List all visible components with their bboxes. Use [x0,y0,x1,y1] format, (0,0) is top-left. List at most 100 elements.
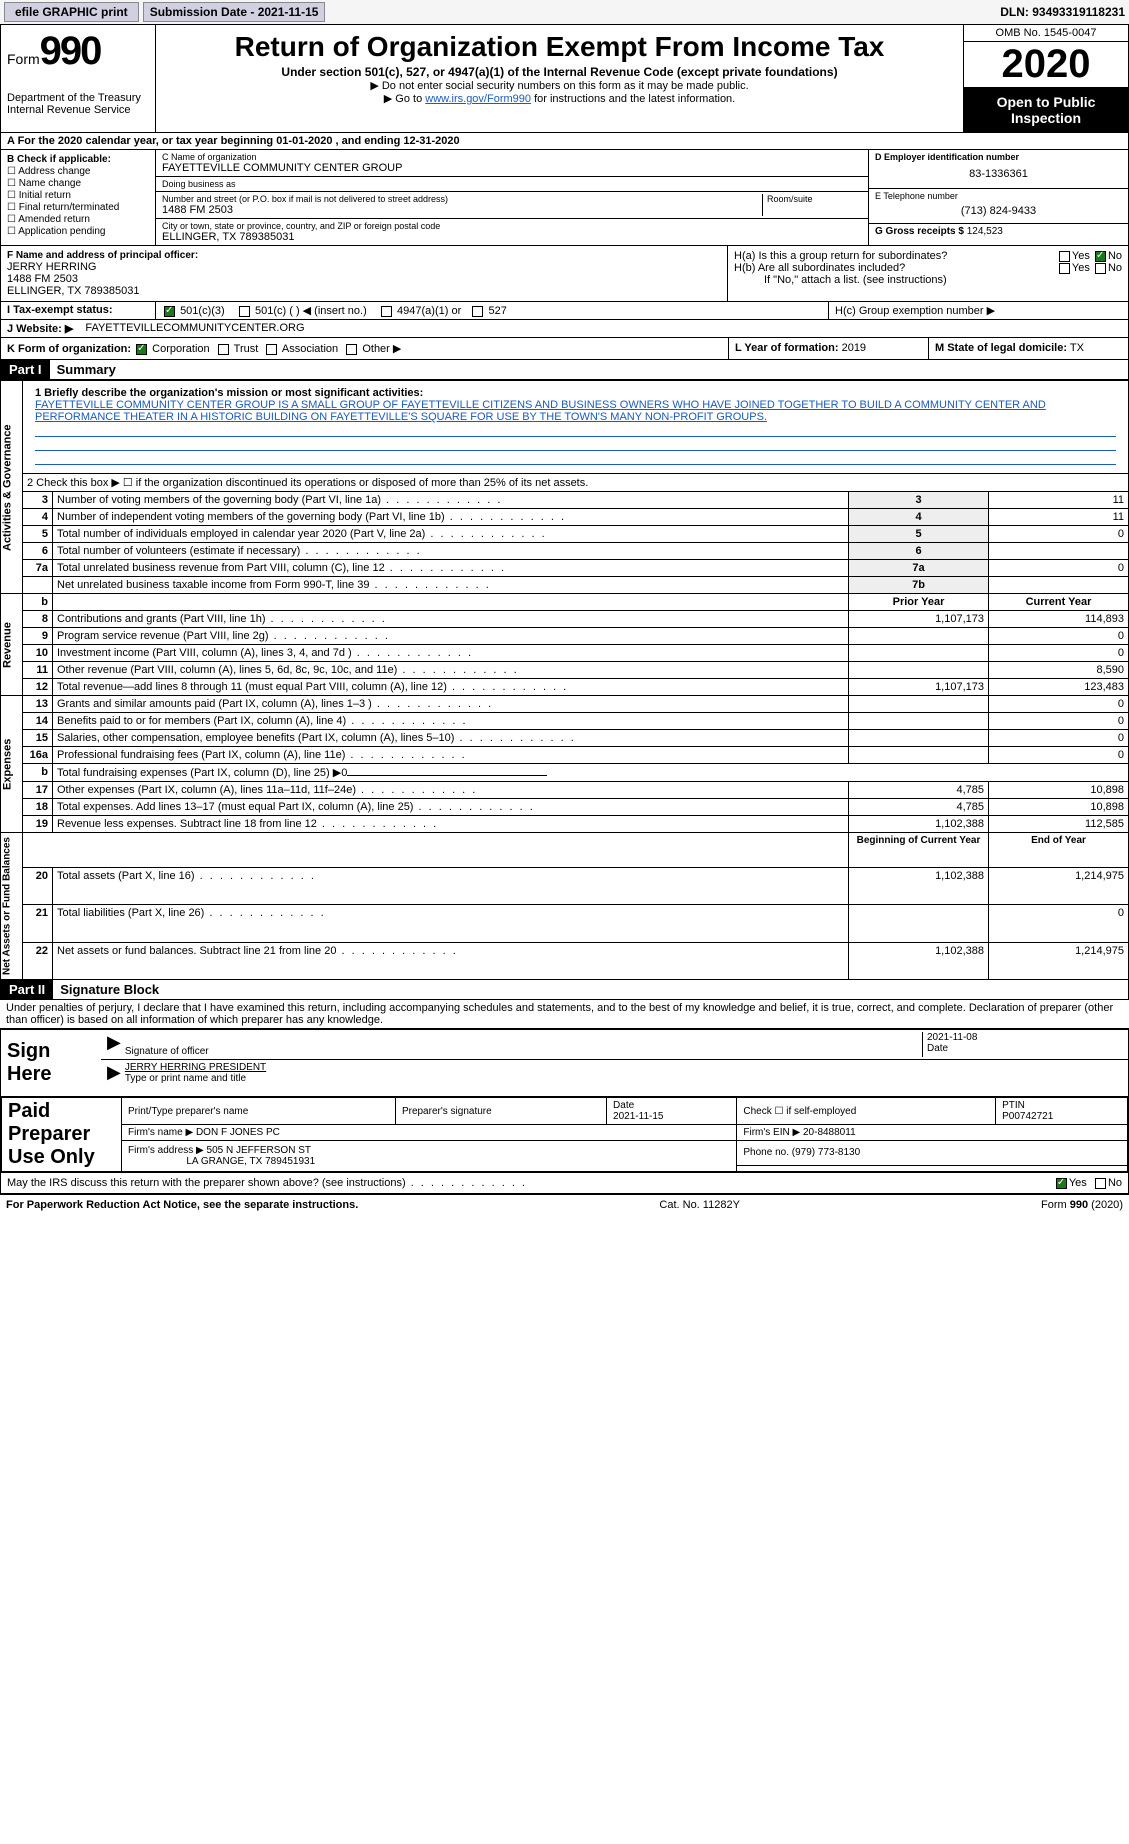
mission-text[interactable]: FAYETTEVILLE COMMUNITY CENTER GROUP IS A… [35,399,1046,423]
line-value [989,577,1129,594]
line-num: 7a [23,560,53,577]
prior-value [849,662,989,679]
line-num: 13 [23,696,53,713]
form-header: Form990 Department of the Treasury Inter… [0,25,1129,133]
chk-address-change[interactable]: ☐ Address change [7,166,149,177]
line-text: Other revenue (Part VIII, column (A), li… [53,662,849,679]
current-value: 123,483 [989,679,1129,696]
chk-name-change[interactable]: ☐ Name change [7,178,149,189]
line-num: 15 [23,730,53,747]
prior-value: 1,107,173 [849,679,989,696]
line-num: 11 [23,662,53,679]
ptin-value: P00742721 [1002,1111,1053,1122]
current-value: 10,898 [989,799,1129,816]
line-num [23,577,53,594]
part2-badge: Part II [1,980,53,999]
chk-final-return[interactable]: ☐ Final return/terminated [7,202,149,213]
org-form-row: K Form of organization: Corporation Trus… [0,338,1129,360]
city-value: ELLINGER, TX 789385031 [162,231,862,243]
chk-corporation[interactable] [136,344,147,355]
current-value: 1,214,975 [989,942,1129,979]
current-value: 1,214,975 [989,868,1129,905]
hb-note: If "No," attach a list. (see instruction… [734,274,1122,286]
ptin-label: PTIN [1002,1100,1025,1111]
current-value: 114,893 [989,611,1129,628]
line-box: 5 [849,526,989,543]
line-num: 17 [23,782,53,799]
line-num: 12 [23,679,53,696]
form-title: Return of Organization Exempt From Incom… [162,31,957,63]
current-value: 0 [989,645,1129,662]
discuss-text: May the IRS discuss this return with the… [7,1177,406,1189]
chk-501c[interactable] [239,306,250,317]
prior-value [849,628,989,645]
line-value: 0 [989,526,1129,543]
dln-label: DLN: 93493319118231 [1000,5,1125,19]
hb-no-checkbox[interactable] [1095,263,1106,274]
netassets-vlabel: Net Assets or Fund Balances [1,833,23,980]
form-number: 990 [40,29,101,73]
website-row: J Website: ▶ FAYETTEVILLECOMMUNITYCENTER… [0,320,1129,338]
line-box: 6 [849,543,989,560]
ha-yes-checkbox[interactable] [1059,251,1070,262]
firm-addr-label: Firm's address ▶ [128,1145,204,1156]
prior-value [849,747,989,764]
open-to-public: Open to Public Inspection [964,88,1128,132]
footer-left: For Paperwork Reduction Act Notice, see … [6,1199,358,1211]
discuss-no-checkbox[interactable] [1095,1178,1106,1189]
chk-501c3[interactable] [164,306,175,317]
domicile-state: TX [1070,342,1084,354]
hb-label: H(b) Are all subordinates included? [734,262,905,274]
chk-other[interactable] [346,344,357,355]
line-box: 4 [849,509,989,526]
line-num: 9 [23,628,53,645]
form-note-link: ▶ Go to www.irs.gov/Form990 for instruct… [162,92,957,105]
chk-4947[interactable] [381,306,392,317]
begin-year-hdr: Beginning of Current Year [849,833,989,868]
current-value: 0 [989,713,1129,730]
efile-button[interactable]: efile GRAPHIC print [4,2,139,22]
line-text: Total number of volunteers (estimate if … [53,543,849,560]
discuss-row: May the IRS discuss this return with the… [0,1173,1129,1194]
line-text: Total number of individuals employed in … [53,526,849,543]
signature-block: Sign Here ▶ Signature of officer 2021-11… [0,1028,1129,1097]
info-block: B Check if applicable: ☐ Address change … [0,150,1129,246]
chk-527[interactable] [472,306,483,317]
org-name: FAYETTEVILLE COMMUNITY CENTER GROUP [162,162,862,174]
chk-amended[interactable]: ☐ Amended return [7,214,149,225]
line-num: 21 [23,905,53,942]
line-text: Total revenue—add lines 8 through 11 (mu… [53,679,849,696]
chk-trust[interactable] [218,344,229,355]
chk-application-pending[interactable]: ☐ Application pending [7,226,149,237]
line-text: Total expenses. Add lines 13–17 (must eq… [53,799,849,816]
chk-initial-return[interactable]: ☐ Initial return [7,190,149,201]
line-text: Number of independent voting members of … [53,509,849,526]
top-bar: efile GRAPHIC print Submission Date - 20… [0,0,1129,25]
sig-arrow-icon-2: ▶ [107,1062,121,1084]
line-text: Revenue less expenses. Subtract line 18 … [53,816,849,833]
prior-value [849,713,989,730]
current-value: 112,585 [989,816,1129,833]
current-value: 0 [989,730,1129,747]
sig-name-label: Type or print name and title [125,1073,246,1084]
prior-value: 4,785 [849,799,989,816]
line-num: 8 [23,611,53,628]
expenses-vlabel: Expenses [1,696,23,833]
prior-value [849,696,989,713]
line-value [989,543,1129,560]
line-text: Other expenses (Part IX, column (A), lin… [53,782,849,799]
discuss-yes-checkbox[interactable] [1056,1178,1067,1189]
irs-link[interactable]: www.irs.gov/Form990 [425,93,531,105]
ha-no-checkbox[interactable] [1095,251,1106,262]
paid-preparer-label: Paid Preparer Use Only [2,1098,122,1172]
dba-label: Doing business as [162,179,862,189]
officer-addr1: 1488 FM 2503 [7,273,721,285]
line-num: 6 [23,543,53,560]
submission-date: Submission Date - 2021-11-15 [143,2,326,22]
tax-year: 2020 [964,42,1128,88]
hb-yes-checkbox[interactable] [1059,263,1070,274]
line-num: 14 [23,713,53,730]
omb-number: OMB No. 1545-0047 [964,25,1128,42]
chk-association[interactable] [266,344,277,355]
prior-value [849,730,989,747]
